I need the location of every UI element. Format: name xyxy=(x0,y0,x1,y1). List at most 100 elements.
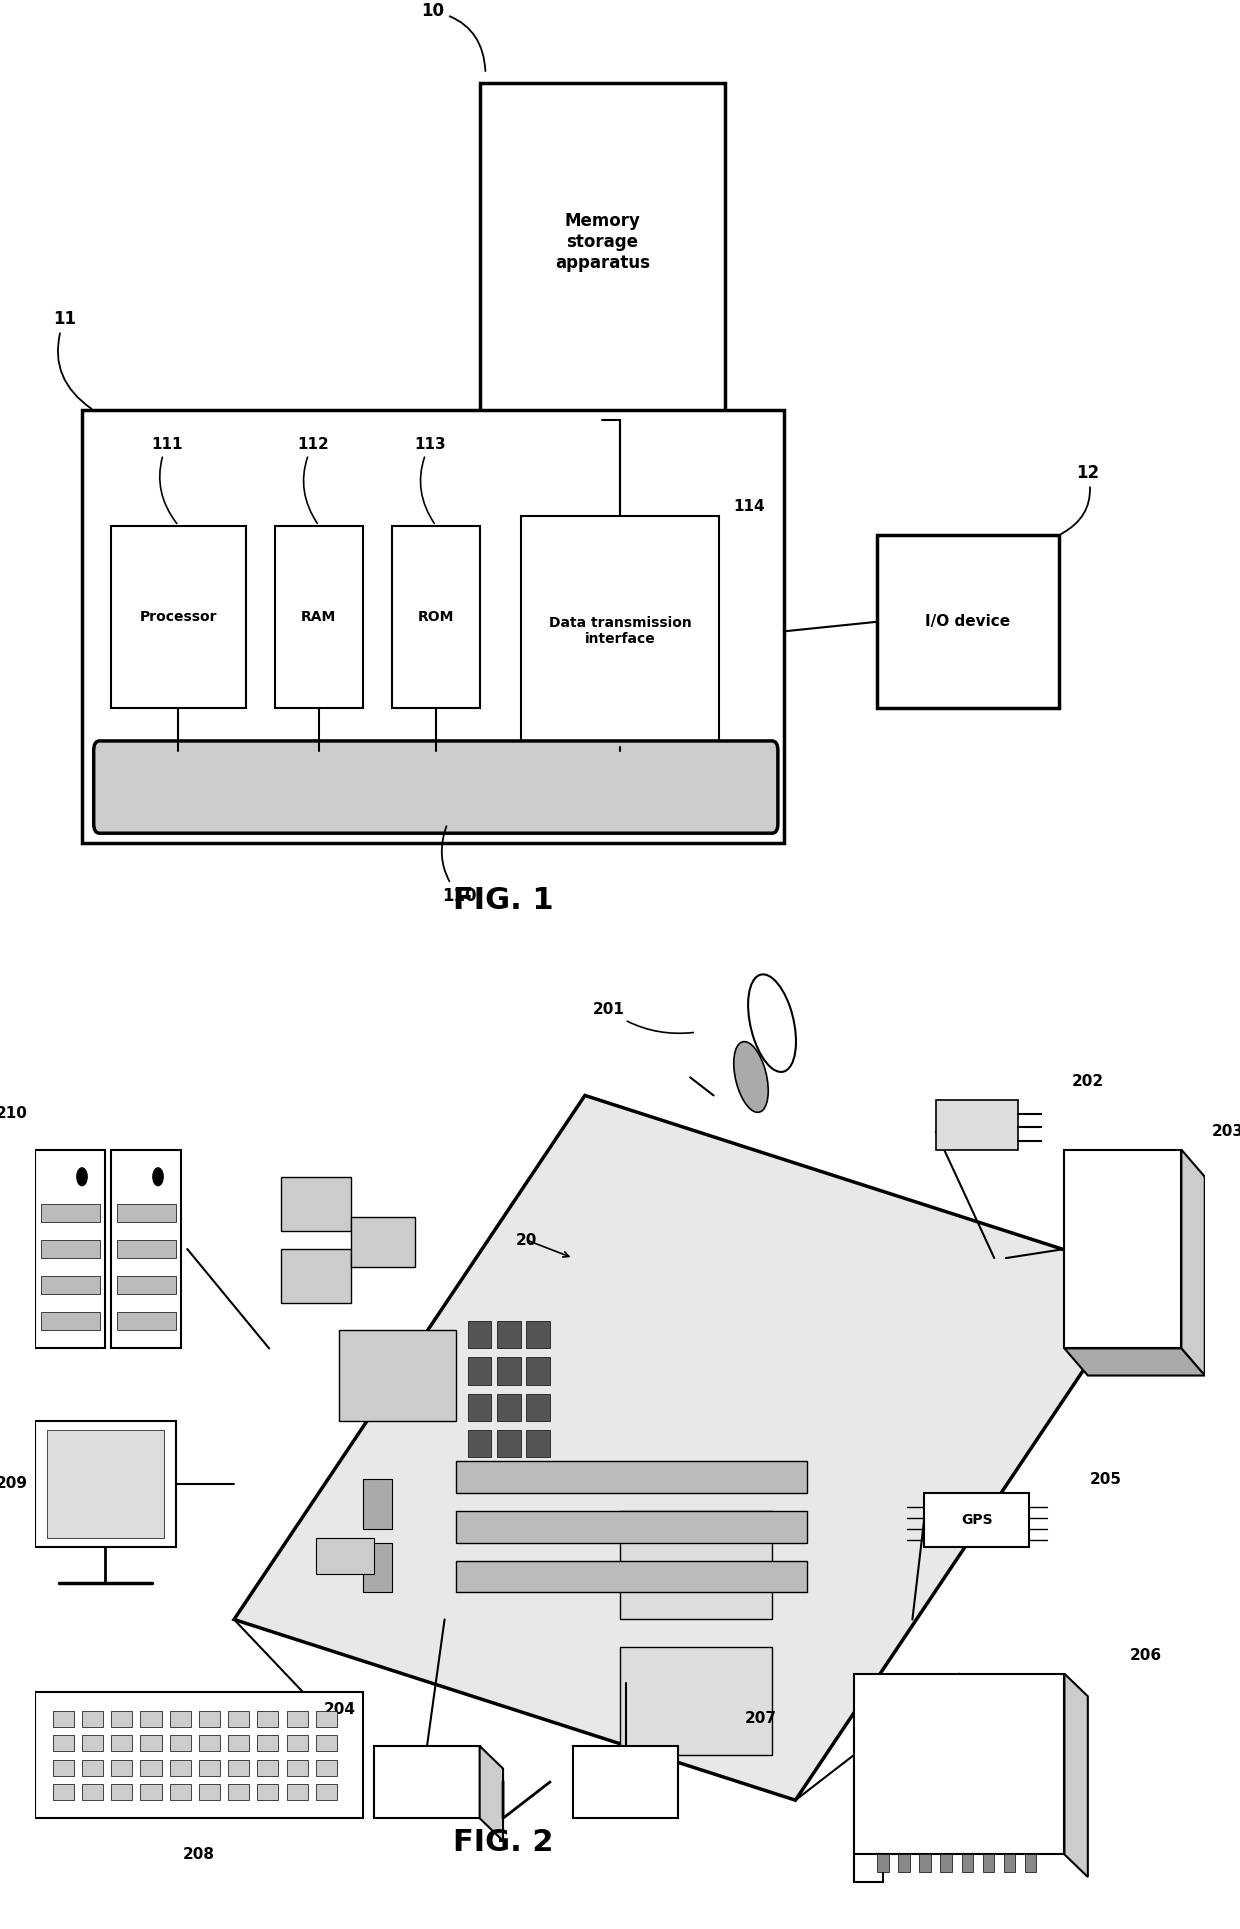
Polygon shape xyxy=(316,1759,337,1777)
Polygon shape xyxy=(140,1759,161,1777)
FancyBboxPatch shape xyxy=(878,534,1059,708)
Polygon shape xyxy=(467,1358,491,1385)
Text: 20: 20 xyxy=(516,1233,537,1248)
Polygon shape xyxy=(316,1736,337,1752)
FancyBboxPatch shape xyxy=(112,525,246,708)
FancyBboxPatch shape xyxy=(82,411,784,843)
Polygon shape xyxy=(1064,1674,1087,1877)
Polygon shape xyxy=(480,1746,503,1840)
Text: 203: 203 xyxy=(1213,1125,1240,1140)
FancyBboxPatch shape xyxy=(521,517,719,747)
Polygon shape xyxy=(919,1854,931,1873)
Polygon shape xyxy=(228,1736,249,1752)
Polygon shape xyxy=(456,1561,807,1591)
Polygon shape xyxy=(53,1784,74,1800)
Text: 12: 12 xyxy=(1061,463,1100,534)
FancyBboxPatch shape xyxy=(480,83,725,421)
Polygon shape xyxy=(961,1854,973,1873)
Polygon shape xyxy=(527,1358,549,1385)
Polygon shape xyxy=(316,1711,337,1726)
Polygon shape xyxy=(854,1674,1064,1854)
Polygon shape xyxy=(41,1277,99,1294)
Polygon shape xyxy=(140,1736,161,1752)
Text: RAM: RAM xyxy=(301,610,336,623)
Polygon shape xyxy=(35,1150,105,1348)
Polygon shape xyxy=(82,1711,103,1726)
Polygon shape xyxy=(170,1711,191,1726)
Polygon shape xyxy=(198,1736,219,1752)
Text: 210: 210 xyxy=(0,1105,27,1121)
Polygon shape xyxy=(362,1543,392,1591)
Polygon shape xyxy=(228,1759,249,1777)
Polygon shape xyxy=(316,1784,337,1800)
Text: ROM: ROM xyxy=(418,610,454,623)
Polygon shape xyxy=(41,1240,99,1258)
Polygon shape xyxy=(112,1759,133,1777)
Polygon shape xyxy=(351,1217,415,1267)
Polygon shape xyxy=(234,1096,1146,1800)
Polygon shape xyxy=(1024,1854,1037,1873)
Text: 114: 114 xyxy=(733,500,765,513)
Polygon shape xyxy=(924,1493,1029,1547)
Polygon shape xyxy=(112,1784,133,1800)
Text: 205: 205 xyxy=(1090,1472,1121,1487)
Polygon shape xyxy=(280,1250,351,1304)
Polygon shape xyxy=(620,1647,773,1755)
Polygon shape xyxy=(198,1784,219,1800)
Polygon shape xyxy=(936,1100,1018,1150)
Text: 11: 11 xyxy=(53,311,92,409)
Polygon shape xyxy=(82,1784,103,1800)
Polygon shape xyxy=(140,1784,161,1800)
Polygon shape xyxy=(467,1429,491,1456)
Text: 209: 209 xyxy=(0,1476,27,1491)
Text: FIG. 2: FIG. 2 xyxy=(453,1829,553,1858)
Text: Memory
storage
apparatus: Memory storage apparatus xyxy=(556,212,650,272)
Polygon shape xyxy=(82,1736,103,1752)
FancyBboxPatch shape xyxy=(275,525,362,708)
Polygon shape xyxy=(467,1393,491,1422)
Polygon shape xyxy=(620,1510,773,1620)
Polygon shape xyxy=(228,1711,249,1726)
Polygon shape xyxy=(854,1854,883,1881)
Polygon shape xyxy=(258,1736,279,1752)
Text: Processor: Processor xyxy=(140,610,217,623)
Polygon shape xyxy=(228,1784,249,1800)
Polygon shape xyxy=(1003,1854,1016,1873)
Polygon shape xyxy=(467,1321,491,1348)
Polygon shape xyxy=(198,1759,219,1777)
Text: 204: 204 xyxy=(324,1703,356,1717)
Polygon shape xyxy=(286,1736,308,1752)
Text: 201: 201 xyxy=(593,1003,693,1034)
Text: I/O device: I/O device xyxy=(925,613,1011,629)
FancyBboxPatch shape xyxy=(94,741,777,833)
Polygon shape xyxy=(456,1510,807,1543)
Polygon shape xyxy=(573,1746,678,1819)
Polygon shape xyxy=(117,1312,176,1331)
Polygon shape xyxy=(258,1759,279,1777)
Polygon shape xyxy=(374,1746,480,1819)
Polygon shape xyxy=(982,1854,994,1873)
Text: 206: 206 xyxy=(1130,1647,1162,1663)
Text: 208: 208 xyxy=(184,1846,215,1861)
FancyBboxPatch shape xyxy=(392,525,480,708)
Polygon shape xyxy=(1064,1150,1182,1348)
Text: FIG. 1: FIG. 1 xyxy=(453,885,553,914)
Polygon shape xyxy=(53,1759,74,1777)
Polygon shape xyxy=(170,1736,191,1752)
Polygon shape xyxy=(527,1429,549,1456)
Polygon shape xyxy=(497,1321,521,1348)
Polygon shape xyxy=(258,1711,279,1726)
Polygon shape xyxy=(1182,1150,1205,1375)
Polygon shape xyxy=(47,1429,164,1537)
Polygon shape xyxy=(497,1358,521,1385)
Polygon shape xyxy=(112,1736,133,1752)
Polygon shape xyxy=(497,1393,521,1422)
Polygon shape xyxy=(527,1393,549,1422)
Text: GPS: GPS xyxy=(961,1512,992,1528)
Polygon shape xyxy=(117,1204,176,1221)
Polygon shape xyxy=(286,1759,308,1777)
Ellipse shape xyxy=(748,974,796,1073)
Polygon shape xyxy=(456,1462,807,1493)
Polygon shape xyxy=(316,1537,374,1574)
Polygon shape xyxy=(940,1854,952,1873)
